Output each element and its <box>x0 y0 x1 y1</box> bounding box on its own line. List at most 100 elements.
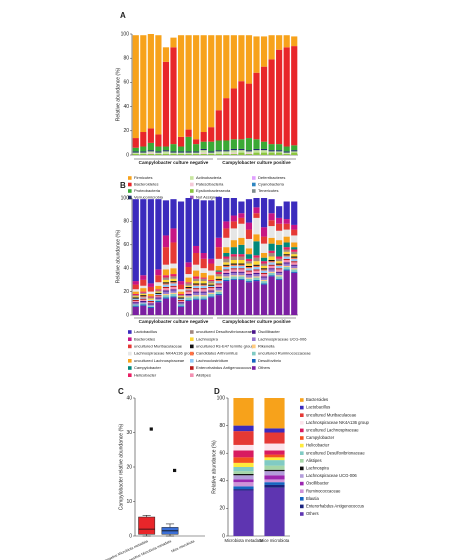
bar-segment <box>170 228 177 243</box>
legend-label: uncultured Rs-E47 termite group <box>196 343 255 348</box>
legend-swatch <box>190 366 194 370</box>
bar-segment <box>260 243 268 253</box>
bar-segment <box>276 144 283 151</box>
bar-segment <box>200 284 207 286</box>
bar-segment <box>233 431 254 445</box>
legend-label: Oscillibacter <box>306 481 329 486</box>
legend-label: uncultured Desulfovibrionaceae <box>196 329 253 334</box>
bar-segment <box>260 265 268 269</box>
bar-segment <box>283 223 290 230</box>
bar-segment <box>132 296 139 298</box>
bar-segment <box>276 223 283 231</box>
bar-segment <box>200 200 207 253</box>
bar-segment <box>253 274 260 277</box>
bar-segment <box>268 268 275 270</box>
legend-label: Others <box>258 365 270 370</box>
y-tick-label: 10 <box>126 499 132 505</box>
bar-segment <box>260 236 268 244</box>
bar-segment <box>200 152 207 154</box>
bar-segment <box>193 252 200 265</box>
bar-segment <box>193 281 200 284</box>
legend-swatch <box>300 436 304 440</box>
bar-segment <box>268 144 275 151</box>
bar-segment <box>162 235 170 248</box>
bar-segment <box>193 298 200 300</box>
legend-swatch <box>190 351 194 356</box>
bar-segment <box>155 297 162 299</box>
legend-label: Patescibacteria <box>196 182 224 187</box>
bar-segment <box>177 201 185 282</box>
bar-segment <box>132 281 139 285</box>
bar-segment <box>170 37 177 48</box>
bar-segment <box>260 66 268 142</box>
bar-segment <box>170 153 177 155</box>
bar-segment <box>268 213 275 221</box>
bar-segment <box>245 238 253 249</box>
bar-segment <box>230 271 237 273</box>
y-tick-label: 40 <box>123 104 129 110</box>
bar-segment <box>185 290 192 292</box>
legend-swatch <box>252 189 256 193</box>
bar-segment <box>245 267 253 269</box>
y-axis-label: Relative abundance (%) <box>115 67 121 121</box>
bar-segment <box>268 264 275 266</box>
bar-segment <box>177 152 185 154</box>
bar-segment <box>140 199 147 276</box>
bar-segment <box>264 471 285 476</box>
bar-segment <box>230 269 237 272</box>
bar-segment <box>260 274 268 277</box>
bar-segment <box>215 286 222 289</box>
panel-label: A <box>120 11 126 20</box>
bar-segment <box>253 257 260 262</box>
bar-segment <box>193 276 200 279</box>
bar-segment <box>193 264 200 271</box>
legend-label: Ruminococcaceae <box>306 488 341 493</box>
bar-segment <box>162 146 170 151</box>
bar-segment <box>208 281 215 284</box>
bar-segment <box>291 271 298 273</box>
legend-label: Lactobacillus <box>134 329 157 334</box>
bar-segment <box>238 263 245 265</box>
legend-label: uncultured Desulfovibrionaceae <box>306 450 365 455</box>
bar-segment <box>185 35 192 130</box>
legend-swatch <box>300 413 304 417</box>
bar-segment <box>291 261 298 263</box>
bar-segment <box>230 268 237 270</box>
bar-segment <box>233 482 254 487</box>
bar-segment <box>283 254 290 256</box>
bar-segment <box>185 274 192 278</box>
bar-segment <box>140 304 147 306</box>
bar-segment <box>177 289 185 292</box>
bar-segment <box>208 296 215 298</box>
bar-segment <box>162 297 170 299</box>
bar-segment <box>276 230 283 241</box>
legend-swatch <box>190 359 194 363</box>
bar-segment <box>193 291 200 293</box>
y-tick-label: 100 <box>121 31 130 37</box>
bar-segment <box>215 153 222 155</box>
bar-segment <box>276 152 283 155</box>
bar-segment <box>276 278 283 280</box>
bar-segment <box>147 151 154 153</box>
bar-segment <box>155 295 162 297</box>
bar-segment <box>230 148 237 151</box>
bar-segment <box>185 277 192 283</box>
panel-label: D <box>214 387 220 396</box>
bar-segment <box>185 289 192 291</box>
legend-label: Firmicutes <box>134 175 152 180</box>
bar-segment <box>193 151 200 153</box>
legend-label: Proteobacteria <box>134 188 161 193</box>
bar-segment <box>268 199 275 214</box>
bar-segment <box>193 296 200 299</box>
bar-segment <box>276 35 283 50</box>
legend-label: Bacteroidetes <box>134 182 158 187</box>
bar-segment <box>147 297 154 299</box>
bar-segment <box>193 144 200 152</box>
bar-segment <box>230 221 237 229</box>
bar-segment <box>268 262 275 265</box>
panel-label: B <box>120 181 126 190</box>
bar-segment <box>162 269 170 276</box>
bar-segment <box>291 262 298 265</box>
bar-segment <box>223 276 230 278</box>
bar-segment <box>215 290 222 292</box>
